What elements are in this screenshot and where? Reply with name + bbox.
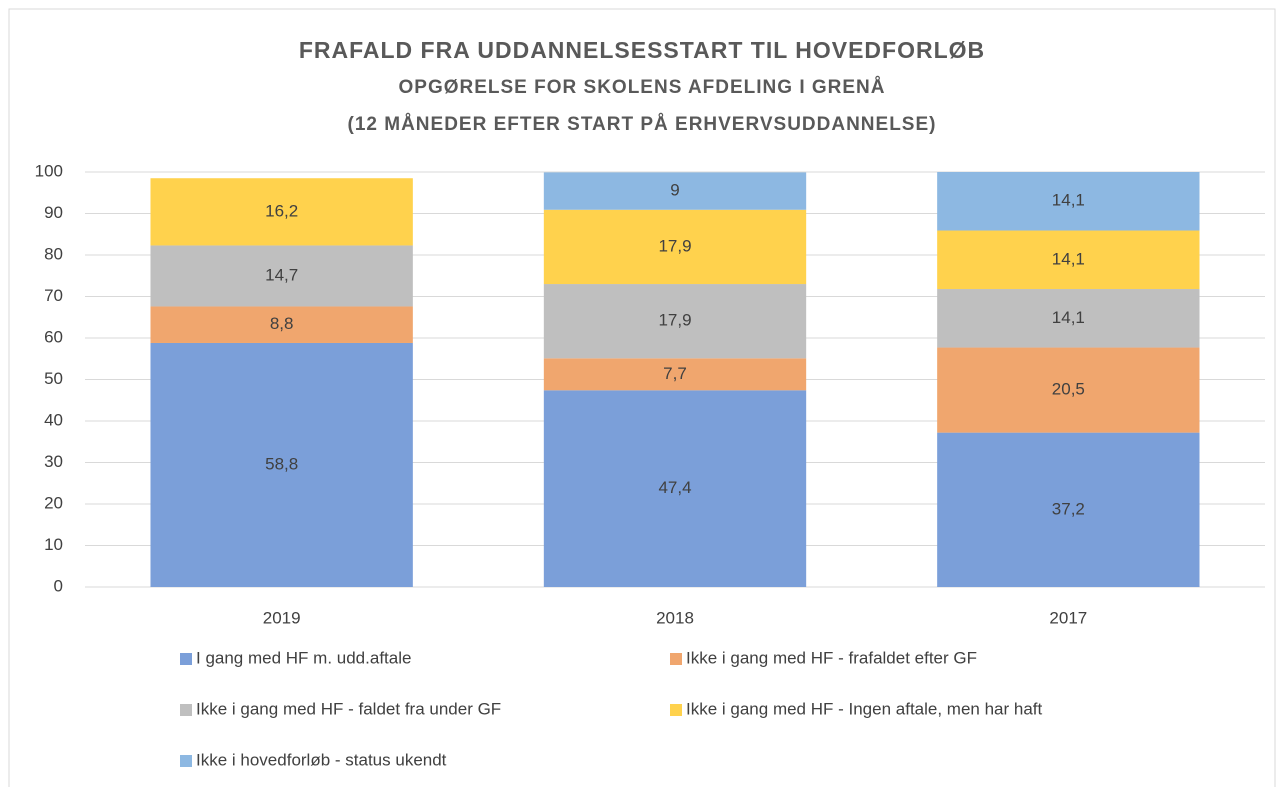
bar-segment xyxy=(937,230,1200,290)
data-label: 58,8 xyxy=(265,454,298,473)
legend-swatch xyxy=(180,704,192,716)
bar-segment xyxy=(937,172,1200,231)
legend-label: Ikke i gang med HF - Ingen aftale, men h… xyxy=(686,699,1043,718)
data-label: 16,2 xyxy=(265,201,298,220)
bar-segment xyxy=(543,172,807,210)
data-label: 47,4 xyxy=(658,478,691,497)
bar-segment xyxy=(937,432,1200,587)
y-tick-label: 80 xyxy=(44,244,63,263)
bar-segment xyxy=(543,209,807,285)
x-tick-label: 2018 xyxy=(656,608,694,627)
bar-segment xyxy=(543,284,807,359)
legend-swatch xyxy=(670,653,682,665)
legend-swatch xyxy=(180,653,192,665)
bar-segment xyxy=(937,347,1200,433)
x-tick-label: 2017 xyxy=(1049,608,1087,627)
data-label: 8,8 xyxy=(270,314,294,333)
y-tick-label: 40 xyxy=(44,410,63,429)
data-label: 14,1 xyxy=(1052,191,1085,210)
legend-label: Ikke i hovedforløb - status ukendt xyxy=(196,750,447,769)
data-label: 7,7 xyxy=(663,364,687,383)
data-label: 14,1 xyxy=(1052,249,1085,268)
y-tick-label: 70 xyxy=(44,286,63,305)
data-label: 14,1 xyxy=(1052,308,1085,327)
bar-segment xyxy=(150,306,413,343)
chart-subtitle: (12 MÅNEDER EFTER START PÅ ERHVERVSUDDAN… xyxy=(348,114,937,135)
x-tick-label: 2019 xyxy=(263,608,301,627)
bar-segment xyxy=(543,390,807,587)
legend-label: Ikke i gang med HF - faldet fra under GF xyxy=(196,699,501,718)
data-label: 20,5 xyxy=(1052,380,1085,399)
bar-segment xyxy=(150,342,413,587)
data-label: 14,7 xyxy=(265,265,298,284)
bar-segment xyxy=(150,178,413,246)
y-tick-label: 0 xyxy=(54,576,63,595)
legend-swatch xyxy=(180,755,192,767)
chart-border xyxy=(8,8,1276,787)
chart-subtitle: OPGØRELSE FOR SKOLENS AFDELING I GRENÅ xyxy=(399,77,886,98)
data-label: 17,9 xyxy=(658,236,691,255)
data-label: 9 xyxy=(670,181,679,200)
y-tick-label: 20 xyxy=(44,493,63,512)
y-tick-label: 100 xyxy=(35,161,63,180)
chart-title: FRAFALD FRA UDDANNELSESSTART TIL HOVEDFO… xyxy=(299,37,985,63)
bar-segment xyxy=(543,358,807,391)
y-tick-label: 30 xyxy=(44,452,63,471)
data-label: 17,9 xyxy=(658,311,691,330)
y-tick-label: 60 xyxy=(44,327,63,346)
legend-swatch xyxy=(670,704,682,716)
bar-segment xyxy=(937,289,1200,348)
y-tick-label: 10 xyxy=(44,535,63,554)
data-label: 37,2 xyxy=(1052,499,1085,518)
legend-label: Ikke i gang med HF - frafaldet efter GF xyxy=(686,648,977,667)
legend-label: I gang med HF m. udd.aftale xyxy=(196,648,411,667)
y-tick-label: 90 xyxy=(44,203,63,222)
bar-segment xyxy=(150,245,413,307)
y-tick-label: 50 xyxy=(44,369,63,388)
